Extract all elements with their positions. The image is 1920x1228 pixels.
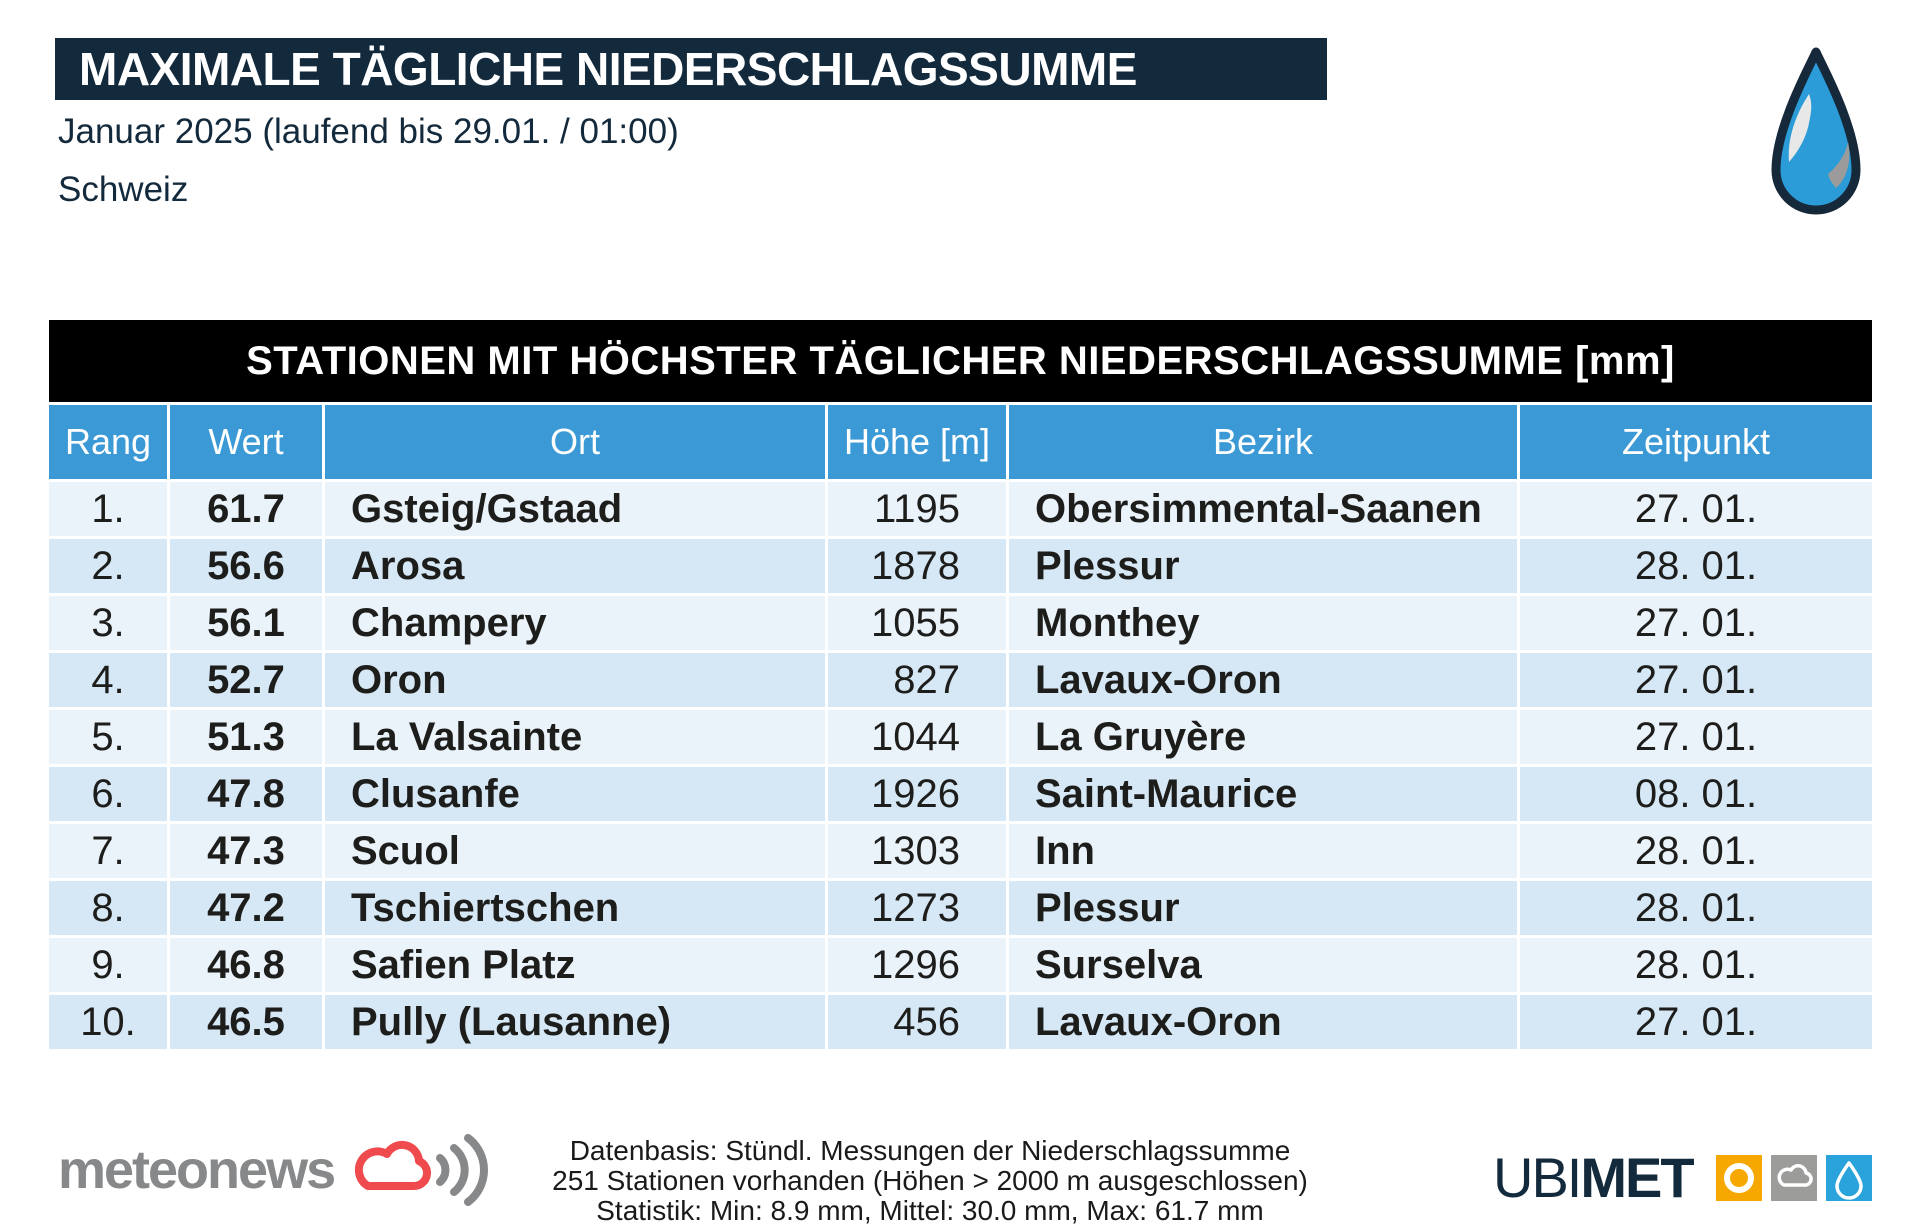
table-row: 1. 61.7 Gsteig/Gstaad 1195 Obersimmental… [49,482,1872,536]
cloud-icon [1770,1155,1817,1201]
period-subtitle: Januar 2025 (laufend bis 29.01. / 01:00) [58,112,679,151]
meteonews-wordmark: meteonews [58,1139,336,1200]
table-row: 5. 51.3 La Valsainte 1044 La Gruyère 27.… [49,710,1872,764]
cell-wert: 46.8 [170,938,322,992]
cell-ort: Safien Platz [325,938,825,992]
cell-zeitpunkt: 28. 01. [1520,539,1872,593]
cell-ort: Pully (Lausanne) [325,995,825,1049]
cell-rang: 2. [49,539,167,593]
cell-hoehe: 1055 [828,596,1006,650]
cell-hoehe: 1926 [828,767,1006,821]
cell-bezirk: Plessur [1009,539,1517,593]
cell-zeitpunkt: 28. 01. [1520,881,1872,935]
cell-zeitpunkt: 08. 01. [1520,767,1872,821]
cell-zeitpunkt: 28. 01. [1520,824,1872,878]
cell-bezirk: Monthey [1009,596,1517,650]
cell-hoehe: 1303 [828,824,1006,878]
cell-rang: 7. [49,824,167,878]
page-title: MAXIMALE TÄGLICHE NIEDERSCHLAGSSUMME [79,43,1137,95]
cell-wert: 61.7 [170,482,322,536]
table-row: 7. 47.3 Scuol 1303 Inn 28. 01. [49,824,1872,878]
cell-hoehe: 1195 [828,482,1006,536]
table-row: 2. 56.6 Arosa 1878 Plessur 28. 01. [49,539,1872,593]
signal-waves-icon [436,1133,489,1206]
column-header-ort: Ort [325,405,825,479]
cell-ort: Arosa [325,539,825,593]
table-row: 4. 52.7 Oron 827 Lavaux-Oron 27. 01. [49,653,1872,707]
cell-hoehe: 1296 [828,938,1006,992]
cell-wert: 47.8 [170,767,322,821]
column-header-hoehe: Höhe [m] [828,405,1006,479]
ubimet-wordmark: UBIMET [1493,1146,1695,1209]
column-header-wert: Wert [170,405,322,479]
sun-icon [1715,1155,1762,1201]
region-label: Schweiz [58,170,189,209]
stations-table: STATIONEN MIT HÖCHSTER TÄGLICHER NIEDERS… [49,320,1872,1052]
cell-hoehe: 456 [828,995,1006,1049]
cell-bezirk: Plessur [1009,881,1517,935]
table-row: 3. 56.1 Champery 1055 Monthey 27. 01. [49,596,1872,650]
cell-bezirk: Inn [1009,824,1517,878]
cell-ort: Gsteig/Gstaad [325,482,825,536]
meteonews-logo: meteonews [58,1122,494,1217]
statistik-line: Statistik: Min: 8.9 mm, Mittel: 30.0 mm,… [596,1195,1264,1226]
column-header-zeitpunkt: Zeitpunkt [1520,405,1872,479]
table-row: 6. 47.8 Clusanfe 1926 Saint-Maurice 08. … [49,767,1872,821]
table-row: 10. 46.5 Pully (Lausanne) 456 Lavaux-Oro… [49,995,1872,1049]
table-row: 8. 47.2 Tschiertschen 1273 Plessur 28. 0… [49,881,1872,935]
drop-icon [1825,1155,1872,1201]
table-body: 1. 61.7 Gsteig/Gstaad 1195 Obersimmental… [49,482,1872,1049]
cell-hoehe: 1273 [828,881,1006,935]
cell-wert: 56.1 [170,596,322,650]
cell-ort: La Valsainte [325,710,825,764]
cell-bezirk: Obersimmental-Saanen [1009,482,1517,536]
cell-zeitpunkt: 28. 01. [1520,938,1872,992]
cell-zeitpunkt: 27. 01. [1520,710,1872,764]
cell-rang: 6. [49,767,167,821]
cell-rang: 1. [49,482,167,536]
column-header-bezirk: Bezirk [1009,405,1517,479]
cell-bezirk: Lavaux-Oron [1009,995,1517,1049]
table-header-row: Rang Wert Ort Höhe [m] Bezirk Zeitpunkt [49,405,1872,479]
cell-hoehe: 1878 [828,539,1006,593]
cell-ort: Clusanfe [325,767,825,821]
cell-rang: 4. [49,653,167,707]
ubimet-logo: UBIMET [1493,1150,1872,1206]
water-drop-icon [1760,42,1872,224]
cell-wert: 47.3 [170,824,322,878]
table-title: STATIONEN MIT HÖCHSTER TÄGLICHER NIEDERS… [49,320,1872,402]
cell-bezirk: Saint-Maurice [1009,767,1517,821]
cell-bezirk: Lavaux-Oron [1009,653,1517,707]
table-row: 9. 46.8 Safien Platz 1296 Surselva 28. 0… [49,938,1872,992]
data-source-note: Datenbasis: Stündl. Messungen der Nieder… [360,1136,1500,1226]
cell-wert: 56.6 [170,539,322,593]
cell-rang: 8. [49,881,167,935]
cell-bezirk: La Gruyère [1009,710,1517,764]
cell-zeitpunkt: 27. 01. [1520,653,1872,707]
cell-ort: Tschiertschen [325,881,825,935]
cell-bezirk: Surselva [1009,938,1517,992]
cell-rang: 5. [49,710,167,764]
cell-rang: 9. [49,938,167,992]
cell-ort: Champery [325,596,825,650]
cell-ort: Scuol [325,824,825,878]
column-header-rang: Rang [49,405,167,479]
stationen-line: 251 Stationen vorhanden (Höhen > 2000 m … [552,1165,1308,1196]
page-title-bar: MAXIMALE TÄGLICHE NIEDERSCHLAGSSUMME [55,38,1327,100]
cell-hoehe: 827 [828,653,1006,707]
cell-ort: Oron [325,653,825,707]
cell-rang: 10. [49,995,167,1049]
cell-rang: 3. [49,596,167,650]
datenbasis-line: Datenbasis: Stündl. Messungen der Nieder… [569,1135,1291,1166]
cell-zeitpunkt: 27. 01. [1520,995,1872,1049]
cell-hoehe: 1044 [828,710,1006,764]
cell-wert: 46.5 [170,995,322,1049]
cloud-icon [344,1124,494,1216]
cell-wert: 51.3 [170,710,322,764]
cell-zeitpunkt: 27. 01. [1520,482,1872,536]
cell-zeitpunkt: 27. 01. [1520,596,1872,650]
cell-wert: 47.2 [170,881,322,935]
cell-wert: 52.7 [170,653,322,707]
